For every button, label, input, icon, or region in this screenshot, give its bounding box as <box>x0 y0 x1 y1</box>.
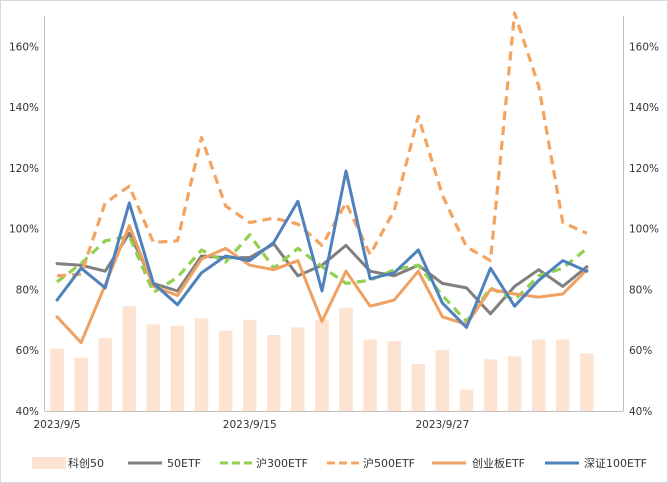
bar-kechuang50-10 <box>291 327 305 411</box>
bar-kechuang50-15 <box>411 363 425 411</box>
bar-kechuang50-14 <box>387 341 401 411</box>
bar-kechuang50-3 <box>122 306 136 411</box>
bar-kechuang50-7 <box>218 330 233 411</box>
bar-kechuang50-20 <box>532 339 546 411</box>
legend-label-2: 沪300ETF <box>256 456 308 470</box>
y-tick-left: 120% <box>9 163 39 175</box>
x-tick-label: 2023/9/5 <box>33 419 80 431</box>
x-tick-label: 2023/9/27 <box>415 419 469 431</box>
bar-kechuang50-1 <box>74 357 88 411</box>
y-tick-left: 100% <box>9 224 39 236</box>
legend-label-4: 创业板ETF <box>472 456 525 470</box>
y-tick-left: 160% <box>9 41 39 53</box>
series-line-3 <box>55 224 589 345</box>
bar-kechuang50-21 <box>556 339 570 411</box>
y-tick-left: 40% <box>16 406 39 418</box>
bar-kechuang50-22 <box>580 353 594 411</box>
y-tick-left: 60% <box>16 345 39 357</box>
bar-kechuang50-17 <box>459 389 474 411</box>
bar-kechuang50-13 <box>363 339 377 411</box>
bar-kechuang50-6 <box>194 318 209 411</box>
y-tick-left: 80% <box>16 284 39 296</box>
bar-kechuang50-9 <box>267 335 281 411</box>
y-tick-right: 120% <box>629 163 659 175</box>
y-tick-right: 40% <box>629 406 652 418</box>
legend-swatch-bar <box>32 457 66 469</box>
x-tick-label: 2023/9/15 <box>223 419 277 431</box>
bar-kechuang50-19 <box>507 356 522 411</box>
series-line-4 <box>55 169 589 329</box>
legend: 科创50 50ETF 沪300ETF 沪500ETF 创业板ETF 深证100ETF <box>32 456 647 470</box>
bar-series-group <box>50 306 594 411</box>
y-tick-right: 100% <box>629 224 659 236</box>
y-tick-right: 160% <box>629 41 659 53</box>
bar-kechuang50-5 <box>170 325 185 411</box>
bar-kechuang50-0 <box>50 348 64 411</box>
bar-kechuang50-18 <box>483 359 498 411</box>
y-tick-left: 140% <box>9 102 39 114</box>
bar-kechuang50-12 <box>339 307 353 411</box>
bar-kechuang50-4 <box>146 324 161 411</box>
y-tick-right: 60% <box>629 345 652 357</box>
legend-label-3: 沪500ETF <box>363 456 415 470</box>
legend-label-5: 深证100ETF <box>584 457 647 470</box>
axes-group: 40% 40% 60% 60% 80% 80% 100% 100% 120% 120% 140% 14… <box>9 16 659 431</box>
bar-kechuang50-2 <box>98 338 112 411</box>
bar-kechuang50-16 <box>435 350 450 411</box>
legend-label-1: 50ETF <box>167 457 201 470</box>
line-series-group <box>55 11 589 345</box>
bar-kechuang50-8 <box>243 319 257 411</box>
bar-kechuang50-11 <box>315 319 329 411</box>
series-line-2 <box>56 11 588 278</box>
y-tick-right: 80% <box>629 284 652 296</box>
legend-label-0: 科创50 <box>68 456 104 470</box>
y-tick-right: 140% <box>629 102 659 114</box>
